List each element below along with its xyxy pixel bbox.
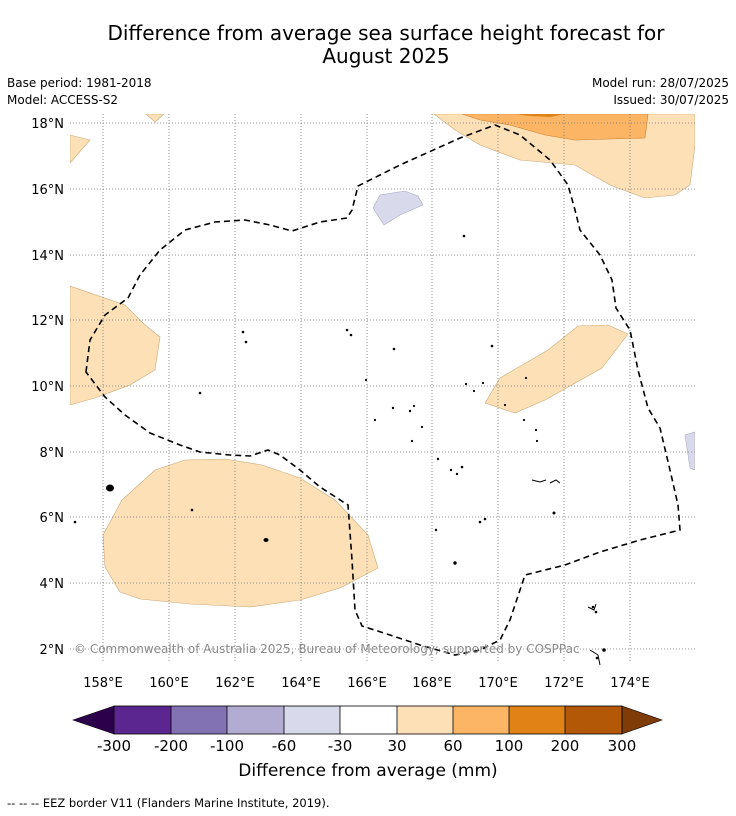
model-text: Model: ACCESS-S2 — [7, 93, 119, 107]
lat-tick-labels: 18°N 16°N 14°N 12°N 10°N 8°N 6°N 4°N 2°N — [31, 117, 64, 658]
title-line-2: August 2025 — [322, 44, 450, 68]
colorbar-tick: -60 — [272, 737, 297, 755]
colorbar-bin — [453, 706, 509, 734]
map-title: Difference from average sea surface heig… — [30, 22, 736, 68]
lon-tick: 168°E — [412, 676, 452, 691]
anomaly-region-60-100-north — [461, 114, 649, 141]
anomaly-region-30-60-east — [484, 324, 629, 414]
lon-tick: 158°E — [83, 676, 123, 691]
colorbar-bin — [509, 706, 565, 734]
anomaly-region-30-60-south — [102, 458, 379, 608]
lat-tick: 4°N — [40, 577, 65, 592]
colorbar-bin — [397, 706, 453, 734]
colorbar: -300 -200 -100 -60 -30 30 60 100 200 300 — [72, 705, 663, 755]
colorbar-tick: -300 — [97, 737, 131, 755]
colorbar-bin — [114, 706, 171, 734]
meta-right: Model run: 28/07/2025 Issued: 30/07/2025 — [592, 75, 729, 109]
model-run-text: Model run: 28/07/2025 — [591, 76, 729, 90]
anomaly-region-neg-north — [372, 190, 424, 226]
colorbar-tick: -100 — [210, 737, 244, 755]
lat-tick: 10°N — [31, 380, 64, 395]
meta-left: Base period: 1981-2018 Model: ACCESS-S2 — [7, 75, 152, 109]
anomaly-region-30-60-west — [70, 285, 161, 406]
lon-tick: 164°E — [281, 676, 321, 691]
base-period-text: Base period: 1981-2018 — [7, 76, 152, 90]
colorbar-tick: 60 — [443, 737, 462, 755]
title-line-1: Difference from average sea surface heig… — [107, 21, 665, 45]
lon-tick-labels: 158°E 160°E 162°E 164°E 166°E 168°E 170°… — [83, 676, 650, 691]
colorbar-extend-high — [621, 705, 663, 735]
lon-tick: 166°E — [347, 676, 387, 691]
colorbar-bin — [340, 706, 397, 734]
anomaly-region-100-200-north — [515, 114, 565, 117]
colorbar-tick: 200 — [551, 737, 580, 755]
colorbar-bin — [284, 706, 340, 734]
eez-footnote: -- -- -- EEZ border V11 (Flanders Marine… — [7, 796, 330, 810]
colorbar-bin — [227, 706, 284, 734]
lat-tick: 12°N — [31, 314, 64, 329]
colorbar-bin — [565, 706, 622, 734]
colorbar-tick: -30 — [328, 737, 353, 755]
colorbar-label: Difference from average (mm) — [238, 761, 498, 781]
lon-tick: 162°E — [215, 676, 255, 691]
anomaly-region-30-60-topleft — [145, 114, 165, 123]
colorbar-tick: 100 — [495, 737, 524, 755]
anomaly-fill-layer — [70, 114, 695, 608]
lat-tick: 18°N — [31, 117, 64, 132]
issued-text: Issued: 30/07/2025 — [613, 93, 729, 107]
colorbar-tick: -200 — [154, 737, 188, 755]
graticule — [70, 114, 695, 662]
lon-tick: 160°E — [149, 676, 189, 691]
colorbar-bin — [171, 706, 227, 734]
colorbar-extend-low — [72, 705, 115, 735]
colorbar-tick: 30 — [387, 737, 406, 755]
eez-border — [85, 124, 681, 656]
lon-tick: 174°E — [610, 676, 650, 691]
lon-tick: 170°E — [478, 676, 518, 691]
colorbar-tick: 300 — [608, 737, 637, 755]
copyright-watermark: © Commonwealth of Australia 2025, Bureau… — [74, 642, 580, 656]
lat-tick: 2°N — [40, 643, 65, 658]
lat-tick: 6°N — [40, 511, 65, 526]
lat-tick: 14°N — [31, 249, 64, 264]
islands — [73, 234, 606, 660]
atolls — [531, 479, 601, 666]
anomaly-region-neg-east-edge — [684, 431, 695, 471]
lat-tick: 16°N — [31, 183, 64, 198]
anomaly-region-30-60-leftedge-top — [70, 134, 91, 164]
lon-tick: 172°E — [544, 676, 584, 691]
lat-tick: 8°N — [40, 446, 65, 461]
